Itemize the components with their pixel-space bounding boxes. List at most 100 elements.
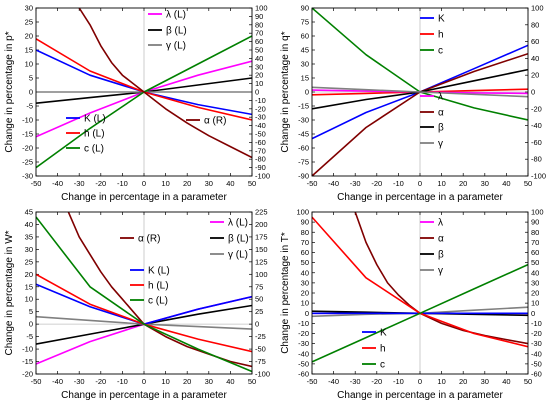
legend-label-l: γ (L) xyxy=(166,41,186,52)
y-left-tick-label: -10 xyxy=(22,345,33,354)
x-tick-label: 10 xyxy=(437,377,445,386)
x-tick-label: -30 xyxy=(74,377,85,386)
x-axis-label: Change in percentage in a parameter xyxy=(61,390,227,401)
y-right-tick-label: 10 xyxy=(255,79,263,88)
y-left-tick-label: 20 xyxy=(301,289,309,298)
y-right-tick-label: 200 xyxy=(255,220,268,229)
series-line-r xyxy=(78,8,252,159)
y-left-tick-label: 0 xyxy=(29,320,33,329)
y-left-tick-label: 20 xyxy=(25,32,33,41)
y-right-tick-label: -50 xyxy=(255,345,266,354)
x-tick-label: -40 xyxy=(328,377,339,386)
y-right-tick-label: 70 xyxy=(255,29,263,38)
y-right-tick-label: 25 xyxy=(255,307,263,316)
x-tick-label: -30 xyxy=(74,179,85,188)
x-tick-label: 30 xyxy=(205,179,213,188)
plot-frame xyxy=(311,211,529,375)
x-tick-label: 40 xyxy=(502,377,510,386)
y-left-tick-label: -20 xyxy=(22,370,33,379)
y-right-tick-label: 70 xyxy=(531,238,539,247)
y-right-tick-label: -30 xyxy=(531,339,542,348)
legend-label-h-l: h (L) xyxy=(84,129,105,140)
y-left-tick-label: 20 xyxy=(25,270,33,279)
series-group xyxy=(36,8,252,169)
legend-label-r: α (R) xyxy=(204,116,226,127)
y-left-tick-label: 60 xyxy=(301,248,309,257)
x-tick-label: -10 xyxy=(393,377,404,386)
x-tick-label: -40 xyxy=(328,179,339,188)
legend-label-k-l: K (L) xyxy=(148,266,170,277)
y-left-tick-label: -5 xyxy=(26,102,33,111)
y-left-tick-label: 5 xyxy=(29,307,33,316)
x-tick-label: 0 xyxy=(142,377,146,386)
legend-label-l: λ (L) xyxy=(228,218,248,229)
legend-label-series: λ xyxy=(438,218,443,229)
y-right-tick-label: 100 xyxy=(255,4,268,13)
y-right-tick-label: 50 xyxy=(255,295,263,304)
x-tick-label: -20 xyxy=(95,377,106,386)
x-tick-label: -10 xyxy=(117,377,128,386)
y-left-tick-label: -5 xyxy=(26,332,33,341)
y-right-tick-label: -40 xyxy=(255,121,266,130)
series-group xyxy=(36,212,252,373)
y-left-tick-label: -30 xyxy=(298,339,309,348)
y-axis-label: Change in percentage in W* xyxy=(4,230,15,355)
y-right-tick-label: 80 xyxy=(531,20,539,29)
y-right-tick-label: 75 xyxy=(255,282,263,291)
y-left-tick-label: -20 xyxy=(298,329,309,338)
series-line-c-l xyxy=(36,216,252,373)
y-right-tick-label: 100 xyxy=(531,208,544,217)
y-right-tick-label: -80 xyxy=(255,155,266,164)
y-left-tick-label: 25 xyxy=(25,18,33,27)
y-right-tick-label: -20 xyxy=(255,104,266,113)
y-left-tick-label: 40 xyxy=(25,220,33,229)
y-left-tick-label: 0 xyxy=(29,88,33,97)
y-right-tick-label: -100 xyxy=(255,370,270,379)
y-right-tick-label: -10 xyxy=(531,319,542,328)
legend-label-c-l: c (L) xyxy=(148,296,168,307)
y-left-tick-label: -75 xyxy=(298,158,309,167)
y-right-tick-label: 100 xyxy=(531,4,544,13)
y-left-tick-label: -20 xyxy=(22,144,33,153)
y-right-tick-label: -50 xyxy=(531,359,542,368)
y-left-tick-label: -50 xyxy=(298,359,309,368)
legend-label-series: β xyxy=(438,250,444,261)
y-left-tick-label: -60 xyxy=(298,370,309,379)
y-right-tick-label: 60 xyxy=(531,248,539,257)
y-axis-label: Change in percentage in p* xyxy=(4,31,15,152)
y-left-tick-label: 15 xyxy=(25,46,33,55)
series-line-c xyxy=(312,263,528,363)
plot-frame xyxy=(35,211,253,375)
legend-label-series: α xyxy=(438,108,444,119)
y-left-tick-label: -90 xyxy=(298,172,309,181)
y-right-tick-label: 20 xyxy=(255,71,263,80)
y-right-tick-label: 30 xyxy=(255,62,263,71)
y-right-tick-label: -90 xyxy=(255,163,266,172)
y-right-tick-label: 30 xyxy=(531,278,539,287)
legend-label-l: β (L) xyxy=(166,26,187,37)
y-left-tick-label: 45 xyxy=(25,208,33,217)
x-tick-label: -50 xyxy=(31,179,42,188)
y-right-tick-label: -60 xyxy=(255,138,266,147)
y-right-tick-label: 40 xyxy=(531,54,539,63)
plot-frame xyxy=(311,7,529,177)
y-right-tick-label: -30 xyxy=(255,113,266,122)
y-right-tick-label: 60 xyxy=(531,37,539,46)
y-left-tick-label: -40 xyxy=(298,349,309,358)
x-tick-label: 50 xyxy=(248,377,256,386)
legend-label-c: c xyxy=(380,360,385,371)
y-right-tick-label: -50 xyxy=(255,130,266,139)
y-right-tick-label: -100 xyxy=(531,172,546,181)
y-right-tick-label: 90 xyxy=(255,12,263,21)
y-right-tick-label: 0 xyxy=(255,88,259,97)
y-left-tick-label: -25 xyxy=(22,158,33,167)
x-tick-label: 10 xyxy=(161,179,169,188)
y-left-tick-label: 5 xyxy=(29,74,33,83)
y-left-tick-label: 90 xyxy=(301,218,309,227)
x-tick-label: 50 xyxy=(524,179,532,188)
x-tick-label: 0 xyxy=(142,179,146,188)
y-right-tick-label: 50 xyxy=(531,258,539,267)
plot-frame xyxy=(35,7,253,177)
legend-label-r: α (R) xyxy=(138,234,160,245)
x-tick-label: 40 xyxy=(226,179,234,188)
